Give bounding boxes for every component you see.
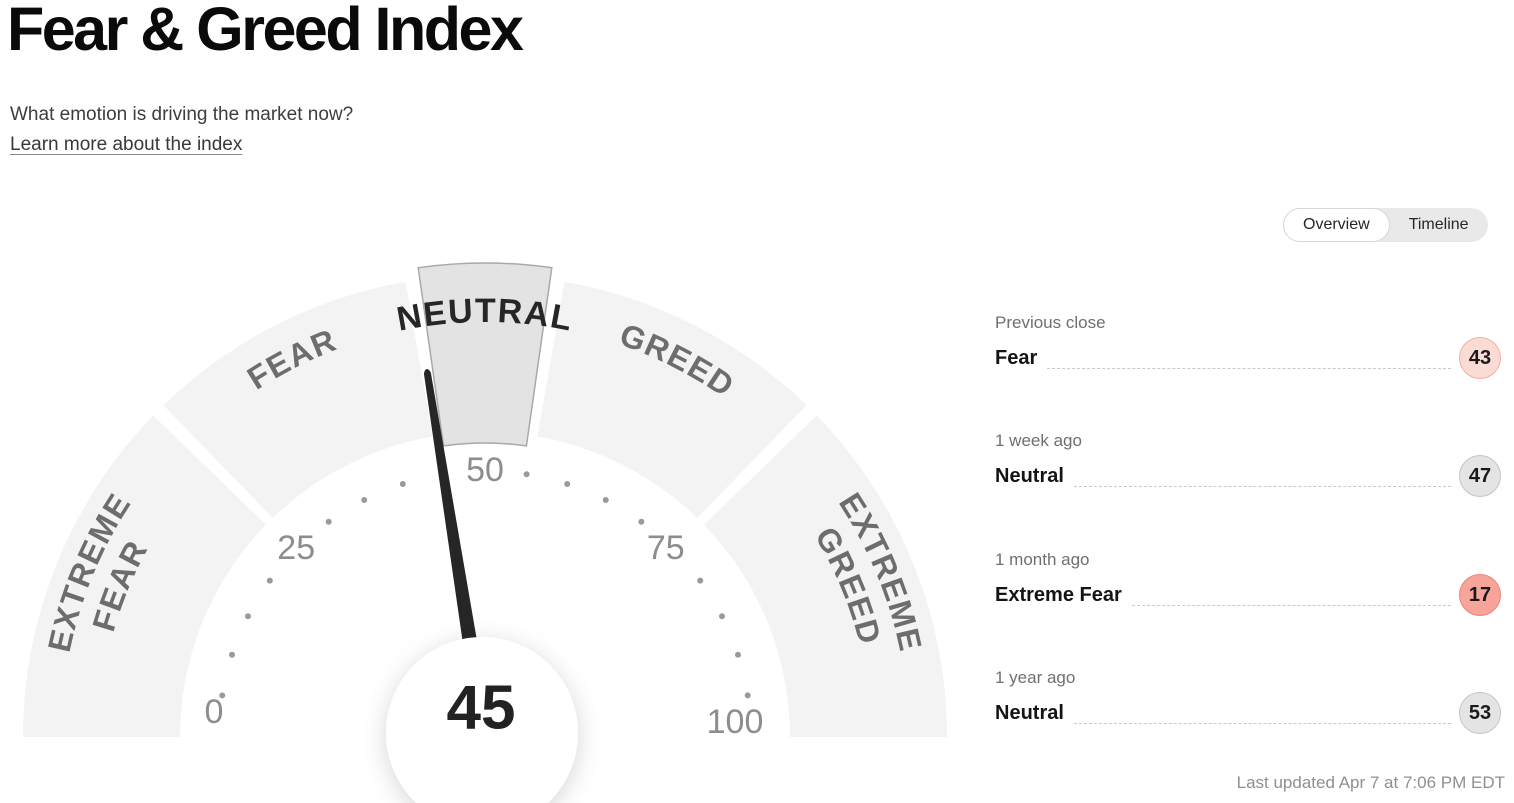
history-period: Previous close — [995, 313, 1106, 332]
history-period: 1 month ago — [995, 550, 1090, 569]
learn-more-link[interactable]: Learn more about the index — [10, 134, 243, 155]
history-label: Neutral — [995, 464, 1064, 487]
gauge-minor-tick — [564, 481, 571, 488]
view-toggle: Overview Timeline — [1283, 208, 1488, 242]
gauge-minor-tick — [219, 692, 226, 699]
dotted-leader — [1131, 605, 1451, 606]
history-badge: 47 — [1459, 455, 1501, 497]
gauge-segment-extreme-greed — [704, 415, 947, 737]
gauge-minor-tick — [602, 496, 609, 503]
gauge-minor-tick — [744, 692, 751, 699]
tab-timeline[interactable]: Timeline — [1390, 208, 1488, 242]
gauge-minor-tick — [229, 651, 236, 658]
gauge-tick-label: 75 — [647, 529, 685, 567]
history-period: 1 week ago — [995, 431, 1082, 450]
history-row-1-month: 1 month ago Extreme Fear 17 — [995, 549, 1501, 616]
gauge-minor-tick — [361, 496, 368, 503]
gauge-center-circle — [386, 637, 578, 803]
gauge-tick-label: 50 — [466, 451, 504, 489]
gauge-minor-tick — [325, 518, 332, 525]
page-title: Fear & Greed Index — [7, 0, 524, 63]
history-row-1-year: 1 year ago Neutral 53 — [995, 667, 1501, 734]
dotted-leader — [1073, 723, 1451, 724]
history-label: Fear — [995, 346, 1038, 369]
gauge-minor-tick — [697, 577, 704, 584]
history-badge: 53 — [1459, 692, 1501, 734]
history-row-previous-close: Previous close Fear 43 — [995, 312, 1501, 379]
gauge-minor-tick — [523, 471, 530, 478]
dotted-leader — [1073, 486, 1451, 487]
gauge-tick-label: 100 — [707, 703, 764, 741]
history-badge: 17 — [1459, 574, 1501, 616]
gauge-minor-tick — [399, 481, 406, 488]
gauge-tick-label: 25 — [277, 529, 315, 567]
gauge-segment-neutral — [417, 262, 553, 447]
gauge-minor-tick — [266, 577, 273, 584]
dotted-leader — [1047, 368, 1451, 369]
history-label: Neutral — [995, 701, 1064, 724]
last-updated: Last updated Apr 7 at 7:06 PM EDT — [1236, 773, 1505, 792]
gauge-minor-tick — [719, 613, 726, 620]
gauge-segment-fear — [163, 281, 433, 518]
gauge-minor-tick — [244, 613, 251, 620]
gauge-minor-tick — [638, 518, 645, 525]
history-row-1-week: 1 week ago Neutral 47 — [995, 430, 1501, 497]
history-label: Extreme Fear — [995, 583, 1122, 606]
tab-overview[interactable]: Overview — [1283, 208, 1390, 242]
gauge-minor-tick — [734, 651, 741, 658]
gauge-segment-greed — [537, 281, 807, 518]
page-subtitle: What emotion is driving the market now? — [10, 104, 354, 125]
gauge-value: 45 — [447, 674, 516, 743]
gauge-segment-extreme-fear — [23, 415, 266, 737]
history-badge: 43 — [1459, 337, 1501, 379]
history-period: 1 year ago — [995, 668, 1076, 687]
gauge-tick-label: 0 — [205, 693, 224, 731]
